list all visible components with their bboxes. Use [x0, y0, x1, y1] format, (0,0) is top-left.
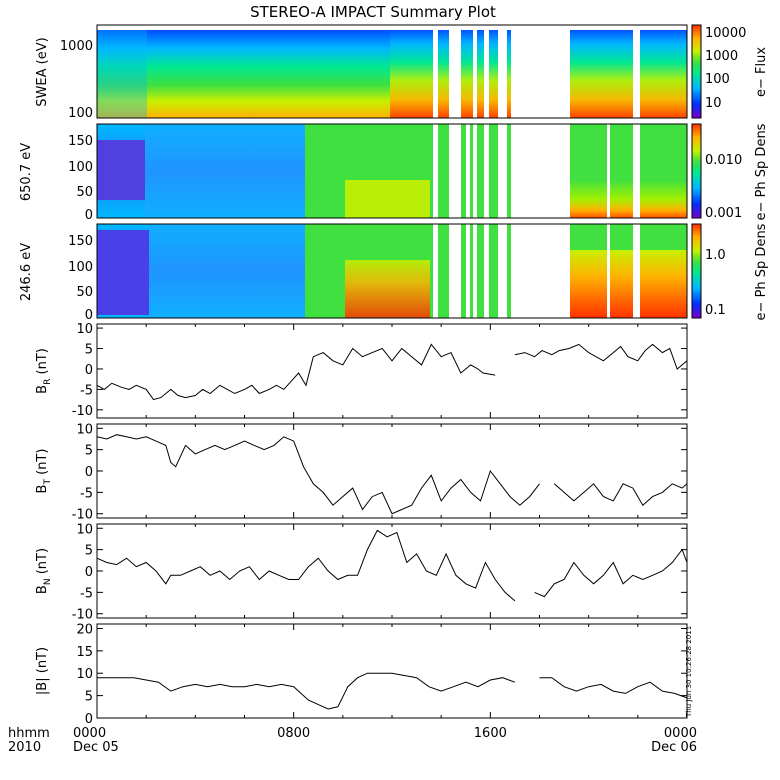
- cb-pad650-tick-1: 0.001: [705, 206, 742, 221]
- cb-swea-tick-3: 10: [705, 96, 722, 111]
- pad650-tick-150: 150: [68, 134, 93, 149]
- pad246-warm: [345, 260, 430, 318]
- cb-swea-tick-2: 100: [705, 72, 730, 87]
- swea-tick-1000: 1000: [60, 39, 93, 54]
- cb-pad246-tick-0: 1.0: [705, 248, 726, 263]
- y-tick-label: -5: [80, 586, 93, 601]
- cb-pad650-label: e− Ph Sp Dens: [754, 123, 769, 220]
- x-tick-date: Dec 06: [651, 740, 697, 755]
- cb-swea-tick-0: 10000: [705, 26, 746, 41]
- y-tick-label: 10: [76, 322, 93, 337]
- panel-BN: 10 5 0 -5 -10 BN (nT): [35, 522, 688, 623]
- y-tick-label: -10: [72, 608, 93, 623]
- series-line: [96, 343, 688, 401]
- pad246-late: [570, 250, 687, 318]
- y-tick-label: -5: [80, 383, 93, 398]
- swea-frame: [96, 24, 688, 119]
- line-panel-frame: [96, 523, 688, 619]
- pad650-tick-100: 100: [68, 160, 93, 175]
- line-panel-frame: [96, 623, 688, 719]
- y-tick-label: 20: [76, 622, 93, 637]
- panel-BR: 10 5 0 -5 -10 BR (nT): [35, 322, 688, 419]
- y-tick-label: 15: [76, 645, 93, 660]
- y-axis-label: BN (nT): [35, 548, 53, 594]
- y-tick-label: 0: [85, 465, 93, 480]
- y-axis-label: BR (nT): [35, 348, 53, 394]
- pad246-ylabel: 246.6 eV: [19, 243, 34, 301]
- y-tick-label: 10: [76, 667, 93, 682]
- magnetic-field-panels: 10 5 0 -5 -10 BR (nT) 10 5 0 -5 -10 BT (nT) 10 5 0 -5 -1…: [35, 322, 688, 727]
- cb-pad246-label: e− Ph Sp Dens: [754, 223, 769, 320]
- panel-pad246: 150 100 50 0 246.6 eV: [19, 223, 688, 323]
- x-tick-date: Dec 05: [73, 740, 119, 755]
- series-line: [96, 434, 688, 515]
- y-tick-label: 5: [85, 343, 93, 358]
- swea-ylabel: SWEA (eV): [35, 37, 50, 106]
- panel-pad650: 150 100 50 0 650.7 eV: [19, 123, 688, 223]
- colorbar-swea: 10000 1000 100 10 e− Flux: [691, 24, 769, 119]
- pad246-cold-core: [97, 230, 149, 315]
- y-tick-label: -10: [72, 404, 93, 419]
- y-tick-label: -10: [72, 508, 93, 523]
- y-tick-label: 5: [85, 444, 93, 459]
- x-tick-label: 1600: [474, 726, 507, 741]
- x-corner-hhmm: hhmm: [8, 726, 50, 741]
- pad246-tick-0: 0: [85, 308, 93, 323]
- pad650-tick-50: 50: [76, 185, 93, 200]
- y-tick-label: 0: [85, 363, 93, 378]
- y-axis-label: BT (nT): [35, 449, 53, 494]
- pad650-cold-core: [97, 140, 145, 200]
- series-line: [97, 672, 688, 710]
- swea-tick-100: 100: [68, 106, 93, 121]
- cb-pad246-tick-1: 0.1: [705, 303, 726, 318]
- pad246-gaps: [433, 223, 640, 319]
- y-tick-label: -5: [80, 486, 93, 501]
- x-tick-label: 0800: [277, 726, 310, 741]
- plot-timestamp: Thu Jun 30 10:26:28 2011: [685, 626, 693, 718]
- line-panel-frame: [96, 423, 688, 519]
- y-axis-label: |B| (nT): [35, 647, 50, 695]
- x-tick-label: 0000: [73, 726, 106, 741]
- panel-abs-Babs-: 20 15 10 5 0 |B| (nT): [35, 622, 688, 727]
- pad650-tick-0: 0: [85, 208, 93, 223]
- panel-BT: 10 5 0 -5 -10 BT (nT): [35, 422, 688, 523]
- y-tick-label: 0: [85, 565, 93, 580]
- swea-region-early: [97, 25, 147, 118]
- y-tick-label: 5: [85, 690, 93, 705]
- y-tick-label: 10: [76, 522, 93, 537]
- cb-swea-label: e− Flux: [754, 47, 769, 97]
- series-line: [96, 529, 688, 602]
- swea-gaps: [97, 24, 687, 119]
- pad650-gaps: [433, 123, 640, 219]
- x-tick-label: 0000: [664, 726, 697, 741]
- cb-pad650-tick-0: 0.010: [705, 153, 742, 168]
- pad650-warm: [345, 180, 430, 218]
- y-tick-label: 5: [85, 544, 93, 559]
- panel-swea: 1000 100 SWEA (eV): [35, 24, 688, 121]
- pad246-tick-150: 150: [68, 234, 93, 249]
- line-panel-frame: [96, 323, 688, 419]
- pad246-tick-50: 50: [76, 285, 93, 300]
- cb-swea-tick-1: 1000: [705, 49, 738, 64]
- pad246-tick-100: 100: [68, 260, 93, 275]
- colorbar-pad650: 0.010 0.001 e− Ph Sp Dens: [691, 123, 769, 221]
- y-tick-label: 10: [76, 422, 93, 437]
- x-corner-year: 2010: [8, 740, 41, 755]
- pad650-ylabel: 650.7 eV: [19, 143, 34, 201]
- colorbar-pad246: 1.0 0.1 e− Ph Sp Dens: [691, 223, 769, 320]
- y-tick-label: 0: [85, 712, 93, 727]
- plot-title: STEREO-A IMPACT Summary Plot: [250, 3, 496, 21]
- pad650-late: [570, 180, 687, 218]
